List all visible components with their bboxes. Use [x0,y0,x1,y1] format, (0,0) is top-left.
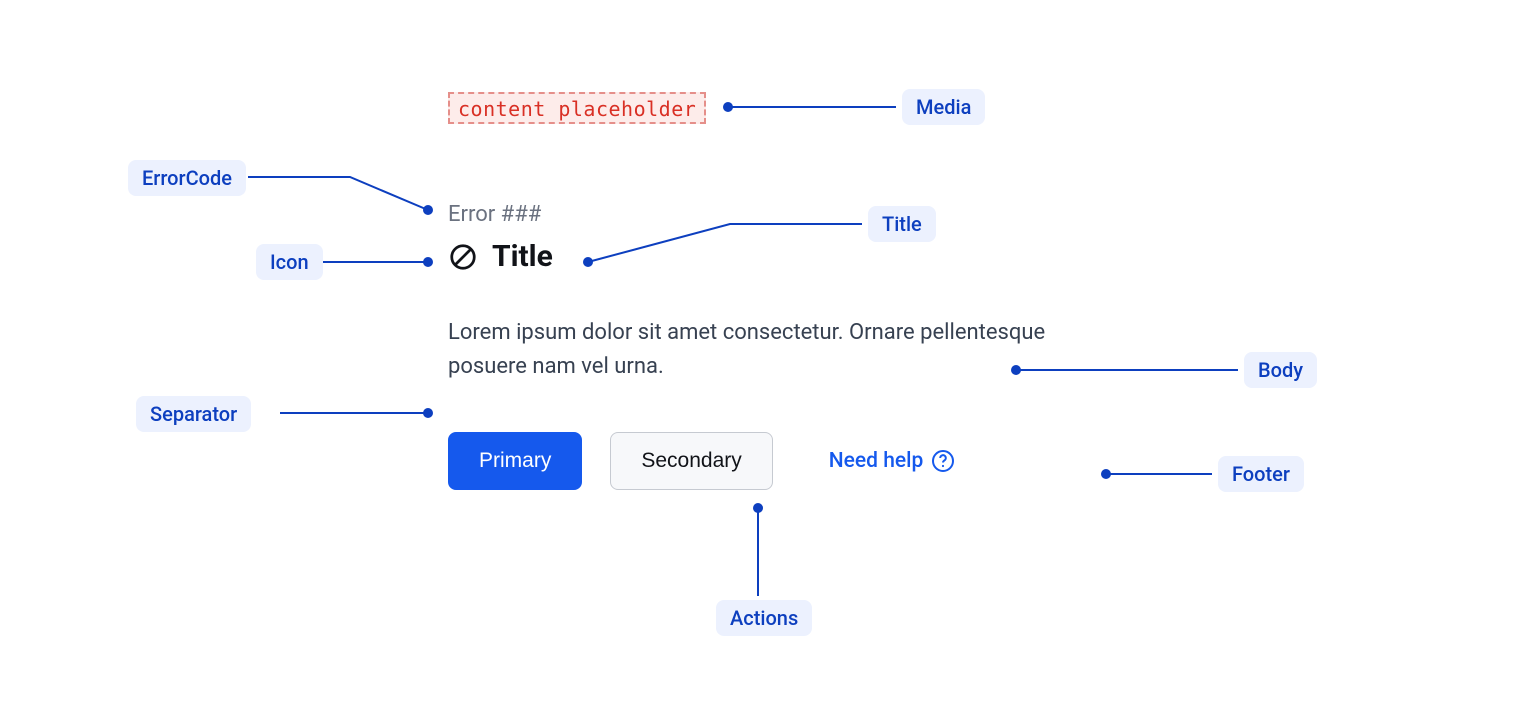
question-circle-icon [931,449,955,473]
annotation-label-body: Body [1244,352,1317,388]
prohibit-icon [448,242,478,272]
secondary-button[interactable]: Secondary [610,432,772,490]
annotation-label-actions: Actions [716,600,812,636]
help-link[interactable]: Need help [829,449,956,473]
annotation-label-icon: Icon [256,244,323,280]
annotation-label-errorcode: ErrorCode [128,160,246,196]
body-text: Lorem ipsum dolor sit amet consectetur. … [448,316,1068,384]
error-state-component: content placeholder Error ### Title Lore… [448,92,1088,490]
media-placeholder: content placeholder [448,92,706,124]
primary-button[interactable]: Primary [448,432,582,490]
annotation-label-footer: Footer [1218,456,1304,492]
help-link-label: Need help [829,449,924,473]
footer-row: Primary Secondary Need help [448,432,1088,490]
error-code-text: Error ### [448,202,1088,227]
annotation-label-separator: Separator [136,396,251,432]
title-text: Title [492,239,553,274]
